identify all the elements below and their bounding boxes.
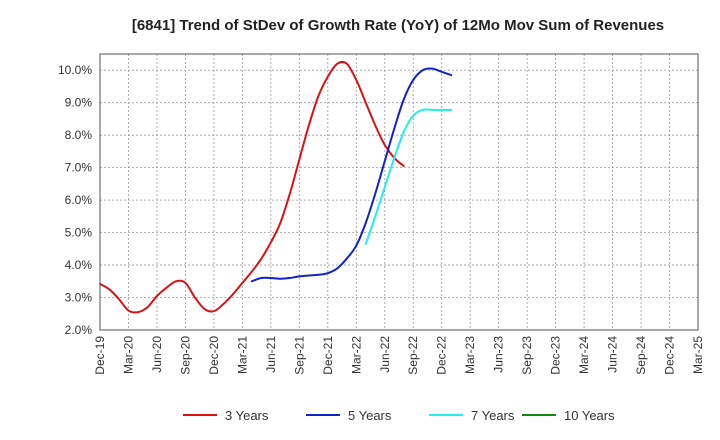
plot-frame	[99, 53, 699, 331]
legend-label: 5 Years	[348, 408, 392, 423]
x-tick-label: Mar-21	[235, 336, 249, 374]
legend-label: 3 Years	[225, 408, 269, 423]
y-tick-label: 4.0%	[65, 258, 93, 272]
x-tick-label: Sep-22	[406, 336, 420, 375]
x-tick-label: Dec-20	[207, 336, 221, 375]
x-tick-label: Jun-24	[606, 336, 620, 373]
y-tick-label: 9.0%	[65, 96, 93, 110]
y-tick-label: 7.0%	[65, 161, 93, 175]
x-tick-label: Jun-22	[378, 336, 392, 373]
y-tick-label: 8.0%	[65, 128, 93, 142]
series-line-7-years	[364, 108, 453, 245]
x-tick-label: Sep-20	[178, 336, 192, 375]
y-tick-label: 6.0%	[65, 193, 93, 207]
legend: 3 Years 5 Years 7 Years 10 Years	[183, 408, 615, 423]
x-tick-label: Dec-24	[663, 336, 677, 375]
x-tick-label: Mar-23	[463, 336, 477, 374]
x-tick-label: Sep-21	[292, 336, 306, 375]
x-tick-label: Mar-20	[121, 336, 135, 374]
x-tick-label: Dec-21	[321, 336, 335, 375]
chart-title: [6841] Trend of StDev of Growth Rate (Yo…	[132, 17, 664, 34]
x-tick-label: Dec-19	[93, 336, 107, 375]
y-tick-label: 10.0%	[58, 63, 92, 77]
x-tick-label: Sep-24	[634, 336, 648, 375]
legend-label: 7 Years	[471, 408, 515, 423]
x-tick-label: Mar-24	[577, 336, 591, 374]
series-line-5-years	[250, 67, 453, 283]
series-line-3-years	[99, 60, 405, 314]
y-tick-label: 5.0%	[65, 226, 93, 240]
y-axis-ticks: 2.0% 3.0% 4.0% 5.0% 6.0% 7.0% 8.0% 9.0% 10.0%	[58, 63, 92, 337]
x-tick-label: Sep-23	[520, 336, 534, 375]
y-tick-label: 2.0%	[65, 323, 93, 337]
x-axis-ticks: Dec-19 Mar-20 Jun-20 Sep-20 Dec-20 Mar-21 Jun-…	[93, 336, 705, 375]
x-tick-label: Jun-23	[492, 336, 506, 373]
x-tick-label: Mar-22	[349, 336, 363, 374]
x-tick-label: Jun-21	[264, 336, 278, 373]
x-tick-label: Jun-20	[150, 336, 164, 373]
x-tick-label: Dec-22	[435, 336, 449, 375]
series-lines	[99, 60, 453, 314]
legend-label: 10 Years	[564, 408, 615, 423]
x-tick-label: Dec-23	[549, 336, 563, 375]
x-tick-label: Mar-25	[691, 336, 705, 374]
y-tick-label: 3.0%	[65, 291, 93, 305]
